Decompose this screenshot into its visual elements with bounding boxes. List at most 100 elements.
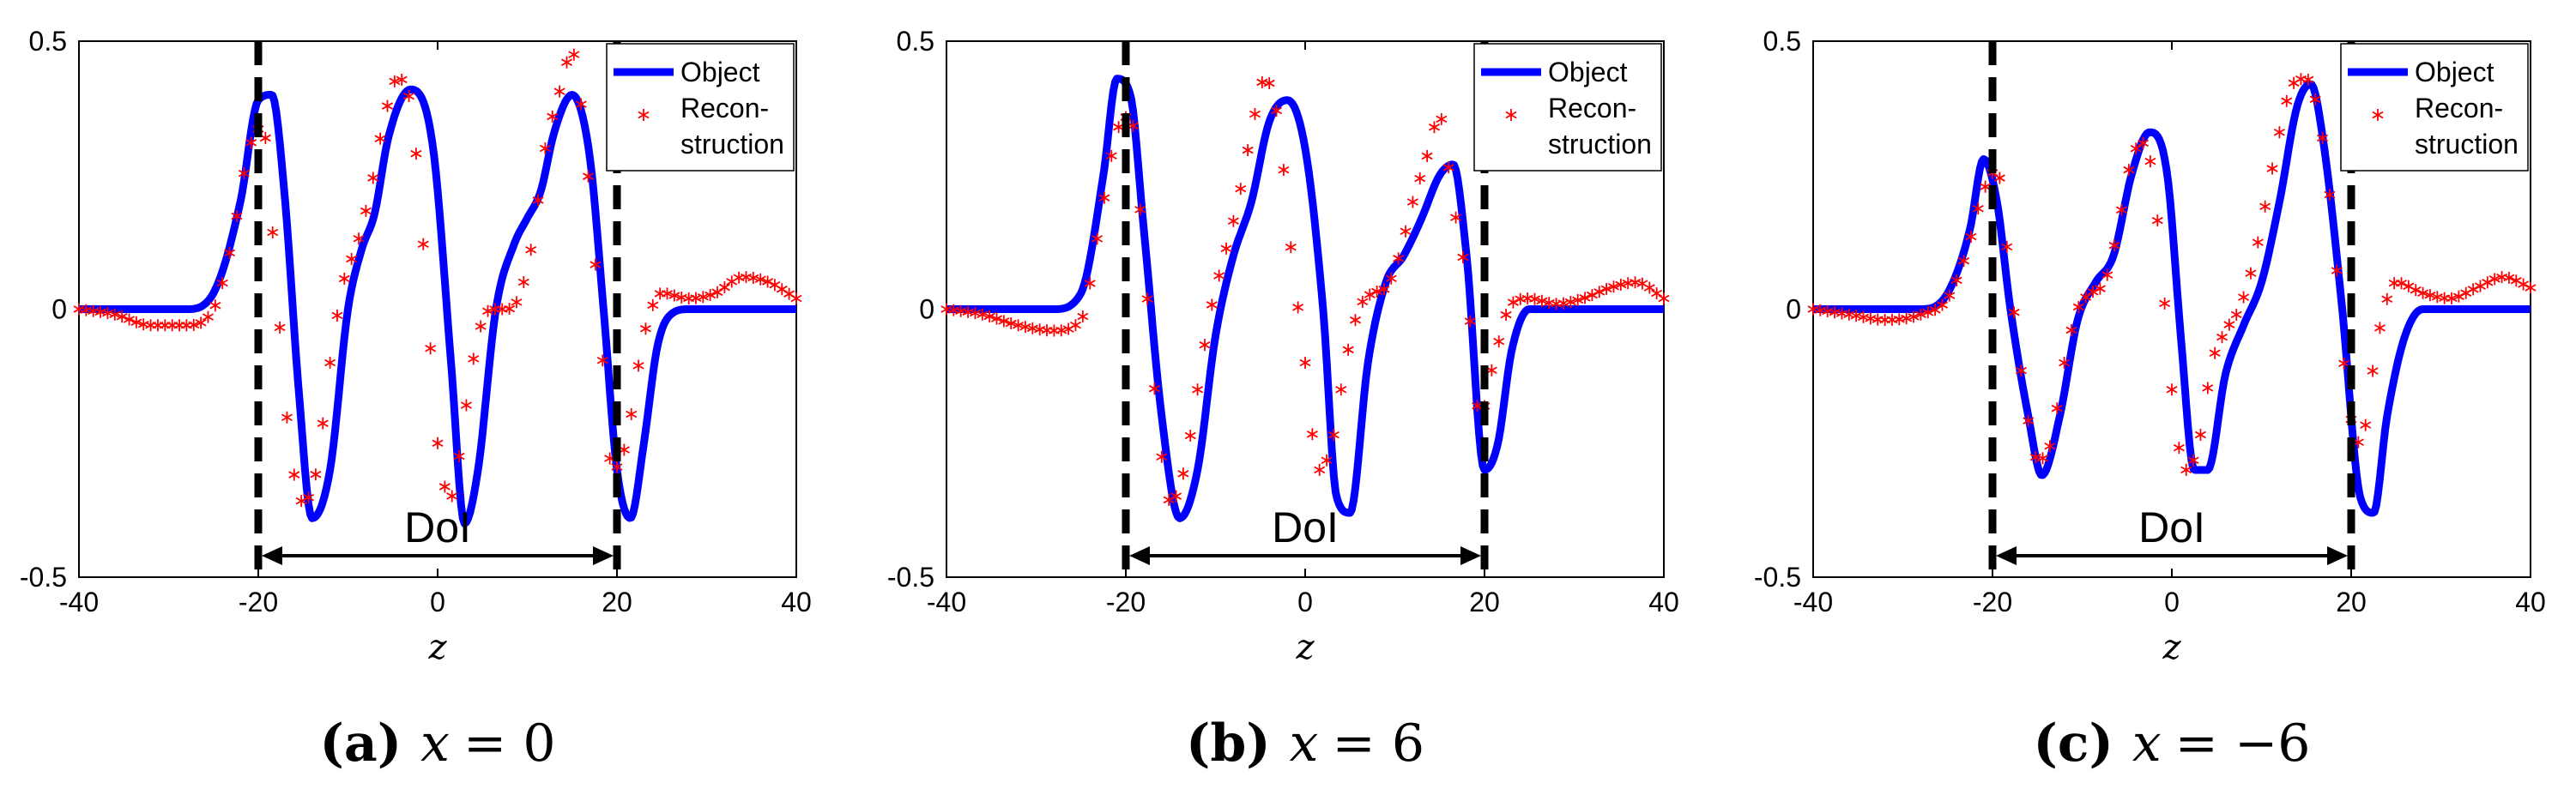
reconstruction-marker-stroke xyxy=(590,261,602,268)
reconstruction-marker-stroke xyxy=(446,492,458,500)
reconstruction-marker xyxy=(224,246,236,259)
reconstruction-marker xyxy=(1993,172,2005,184)
reconstruction-marker-stroke xyxy=(2331,267,2343,274)
reconstruction-marker xyxy=(1156,450,1168,463)
reconstruction-marker-stroke xyxy=(2518,280,2530,288)
reconstruction-marker-stroke xyxy=(2403,282,2415,291)
reconstruction-marker xyxy=(1914,308,1926,321)
reconstruction-marker xyxy=(2144,155,2156,168)
reconstruction-marker-stroke xyxy=(747,274,759,282)
reconstruction-marker-stroke xyxy=(2245,269,2257,277)
reconstruction-marker-stroke xyxy=(769,280,781,289)
reconstruction-marker xyxy=(1858,310,1870,323)
reconstruction-marker xyxy=(2252,236,2264,249)
reconstruction-marker xyxy=(1972,202,1984,215)
reconstruction-marker xyxy=(1464,315,1476,328)
reconstruction-marker-stroke xyxy=(668,292,680,299)
reconstruction-marker-stroke xyxy=(1192,385,1204,394)
doi-arrow-head-left xyxy=(262,546,282,565)
reconstruction-marker xyxy=(353,232,365,245)
reconstruction-marker-stroke xyxy=(998,317,1010,325)
reconstruction-marker-stroke xyxy=(1980,183,1992,190)
reconstruction-marker-stroke xyxy=(2252,238,2264,246)
reconstruction-marker xyxy=(1019,321,1031,334)
reconstruction-marker xyxy=(1192,383,1204,396)
x-tick-label: 20 xyxy=(602,587,632,617)
reconstruction-marker-stroke xyxy=(790,294,802,303)
reconstruction-marker xyxy=(281,411,293,424)
reconstruction-marker-stroke xyxy=(583,172,595,180)
doi-label: DoI xyxy=(2138,503,2205,551)
reconstruction-marker-stroke xyxy=(1564,298,1576,306)
reconstruction-marker-stroke xyxy=(2360,421,2372,429)
reconstruction-marker-stroke xyxy=(1406,198,1418,206)
reconstruction-marker-stroke xyxy=(216,279,228,287)
reconstruction-marker-stroke xyxy=(2008,308,2020,316)
panel-label: (a) xyxy=(319,714,402,774)
reconstruction-marker-stroke xyxy=(1249,110,1261,118)
reconstruction-marker-stroke xyxy=(303,493,315,502)
reconstruction-marker xyxy=(2101,268,2113,281)
reconstruction-marker-stroke xyxy=(2488,275,2500,283)
reconstruction-marker-stroke xyxy=(116,312,128,321)
reconstruction-marker-stroke xyxy=(1901,314,1913,322)
reconstruction-marker-stroke xyxy=(1314,466,1326,474)
reconstruction-marker-stroke xyxy=(1936,301,1948,309)
reconstruction-marker xyxy=(1807,303,1819,316)
reconstruction-marker xyxy=(94,305,106,318)
x-tick-label: 40 xyxy=(1648,587,1679,617)
reconstruction-marker-stroke xyxy=(2367,367,2379,375)
reconstruction-marker-stroke xyxy=(2324,190,2336,199)
reconstruction-marker-stroke xyxy=(1400,227,1412,236)
reconstruction-marker-stroke xyxy=(1177,470,1189,478)
reconstruction-marker xyxy=(596,354,608,367)
reconstruction-marker xyxy=(511,296,523,309)
reconstruction-marker-stroke xyxy=(195,319,207,327)
reconstruction-marker-stroke xyxy=(1893,316,1905,323)
reconstruction-marker xyxy=(2431,291,2443,304)
reconstruction-marker xyxy=(1564,296,1576,309)
reconstruction-marker xyxy=(1306,428,1318,441)
reconstruction-marker-stroke xyxy=(1822,307,1834,316)
reconstruction-marker xyxy=(2381,292,2393,305)
reconstruction-marker-stroke xyxy=(1278,166,1290,174)
reconstruction-marker-stroke xyxy=(259,134,271,142)
reconstruction-marker xyxy=(1242,144,1254,157)
reconstruction-marker-stroke xyxy=(245,139,257,147)
reconstruction-marker-stroke xyxy=(718,283,730,292)
reconstruction-marker-stroke xyxy=(991,315,1003,322)
reconstruction-marker xyxy=(1134,203,1146,216)
reconstruction-marker xyxy=(1850,310,1862,322)
reconstruction-marker xyxy=(1005,317,1017,330)
reconstruction-marker xyxy=(639,322,651,335)
reconstruction-marker xyxy=(1658,292,1670,304)
reconstruction-marker-stroke xyxy=(1807,305,1819,313)
reconstruction-marker-stroke xyxy=(1557,299,1569,307)
reconstruction-marker-stroke xyxy=(2309,95,2321,104)
reconstruction-marker xyxy=(324,357,336,369)
reconstruction-marker xyxy=(1148,382,1160,395)
reconstruction-marker xyxy=(1299,357,1311,369)
reconstruction-marker xyxy=(410,148,422,160)
reconstruction-marker-stroke xyxy=(1593,288,1605,296)
reconstruction-marker-stroke xyxy=(346,255,358,263)
reconstruction-marker-stroke xyxy=(1829,308,1841,316)
reconstruction-marker xyxy=(1643,281,1655,294)
reconstruction-marker xyxy=(2259,200,2271,213)
reconstruction-marker-stroke xyxy=(1572,296,1584,304)
reconstruction-marker xyxy=(453,450,465,462)
reconstruction-marker-stroke xyxy=(1993,174,2005,182)
reconstruction-marker xyxy=(1105,149,1117,162)
reconstruction-marker xyxy=(2424,289,2436,302)
reconstruction-marker xyxy=(1814,304,1826,316)
reconstruction-marker-stroke xyxy=(1835,310,1847,317)
reconstruction-marker xyxy=(1958,255,1970,268)
reconstruction-marker xyxy=(568,48,580,61)
x-axis-label: z xyxy=(1295,628,1315,667)
x-tick-label: 0 xyxy=(1297,587,1313,617)
reconstruction-marker-stroke xyxy=(1658,294,1670,303)
reconstruction-marker-stroke xyxy=(1327,431,1339,439)
reconstruction-marker-stroke xyxy=(511,298,523,306)
reconstruction-marker xyxy=(2138,136,2150,149)
